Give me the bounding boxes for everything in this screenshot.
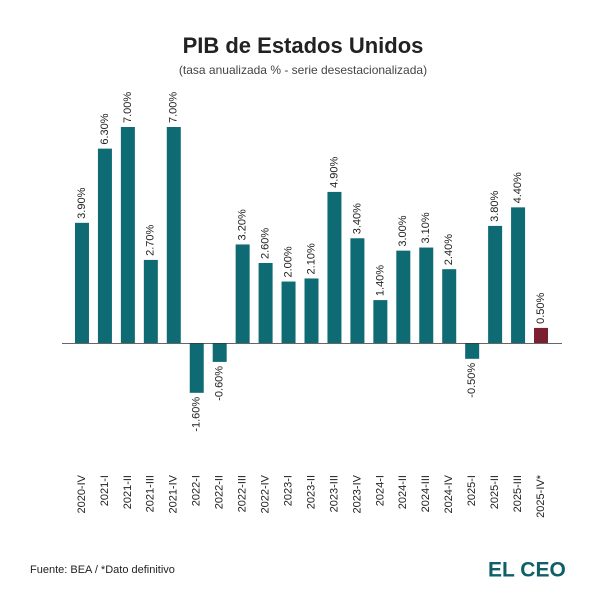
x-tick-label: 2022-I [191,475,203,506]
x-tick-label: 2021-I [99,475,111,506]
chart-subtitle: (tasa anualizada % - serie desestacional… [179,63,427,77]
bar [465,343,480,359]
x-tick-label: 2025-II [489,475,501,509]
x-tick-label: 2024-II [397,475,409,509]
value-label: 1.40% [374,265,386,296]
x-tick-label: 2022-II [214,475,226,509]
bar [166,127,181,344]
value-label: 2.70% [145,224,157,255]
x-tick-label: 2024-I [374,475,386,506]
chart-title: PIB de Estados Unidos [183,33,424,58]
bar [304,278,319,344]
value-label: 2.40% [443,234,455,265]
value-label: 4.90% [328,156,340,187]
value-label: 2.60% [260,228,272,259]
bar [97,148,112,344]
x-tick-label: 2022-III [237,475,249,512]
bar [350,238,365,344]
bar [373,300,388,344]
source-note: Fuente: BEA / *Dato definitivo [30,564,175,576]
x-tick-label: 2021-IV [168,474,180,513]
x-tick-label: 2025-III [512,475,524,512]
x-tick-label: 2025-IV* [535,474,547,518]
value-label: 0.50% [535,292,547,323]
bar [212,343,227,362]
x-tick-label: 2021-III [145,475,157,512]
bar [327,191,342,344]
x-tick-label: 2023-I [282,475,294,506]
x-tick-label: 2022-IV [260,474,272,513]
bar [143,259,158,344]
value-label: -0.60% [214,366,226,401]
value-label: 3.80% [489,190,501,221]
brand-logo: EL CEO [488,559,566,582]
value-label: 4.40% [512,172,524,203]
x-tick-label: 2020-IV [76,474,88,513]
bar [488,225,503,344]
bar [419,247,434,344]
bar [258,263,273,344]
value-label: 7.00% [168,92,180,123]
x-tick-label: 2023-II [305,475,317,509]
bar [74,222,89,344]
bar [396,250,411,344]
value-label: 2.00% [282,246,294,277]
value-label: 2.10% [305,243,317,274]
x-tick-label: 2025-I [466,475,478,506]
x-tick-label: 2024-III [420,475,432,512]
value-label: -0.50% [466,363,478,398]
x-tick-label: 2023-III [328,475,340,512]
x-tick-label: 2024-IV [443,474,455,513]
bar [442,269,457,344]
bar [511,207,526,344]
bar [189,343,204,393]
bar [235,244,250,344]
value-label: 3.00% [397,215,409,246]
value-label: 7.00% [122,92,134,123]
value-label: 3.10% [420,212,432,243]
bar [534,327,549,344]
value-label: 3.40% [351,203,363,234]
x-tick-label: 2023-IV [351,474,363,513]
value-label: 3.90% [76,187,88,218]
value-label: -1.60% [191,397,203,432]
value-label: 3.20% [237,209,249,240]
value-label: 6.30% [99,113,111,144]
x-tick-label: 2021-II [122,475,134,509]
bar [281,281,296,344]
bar [120,127,135,344]
